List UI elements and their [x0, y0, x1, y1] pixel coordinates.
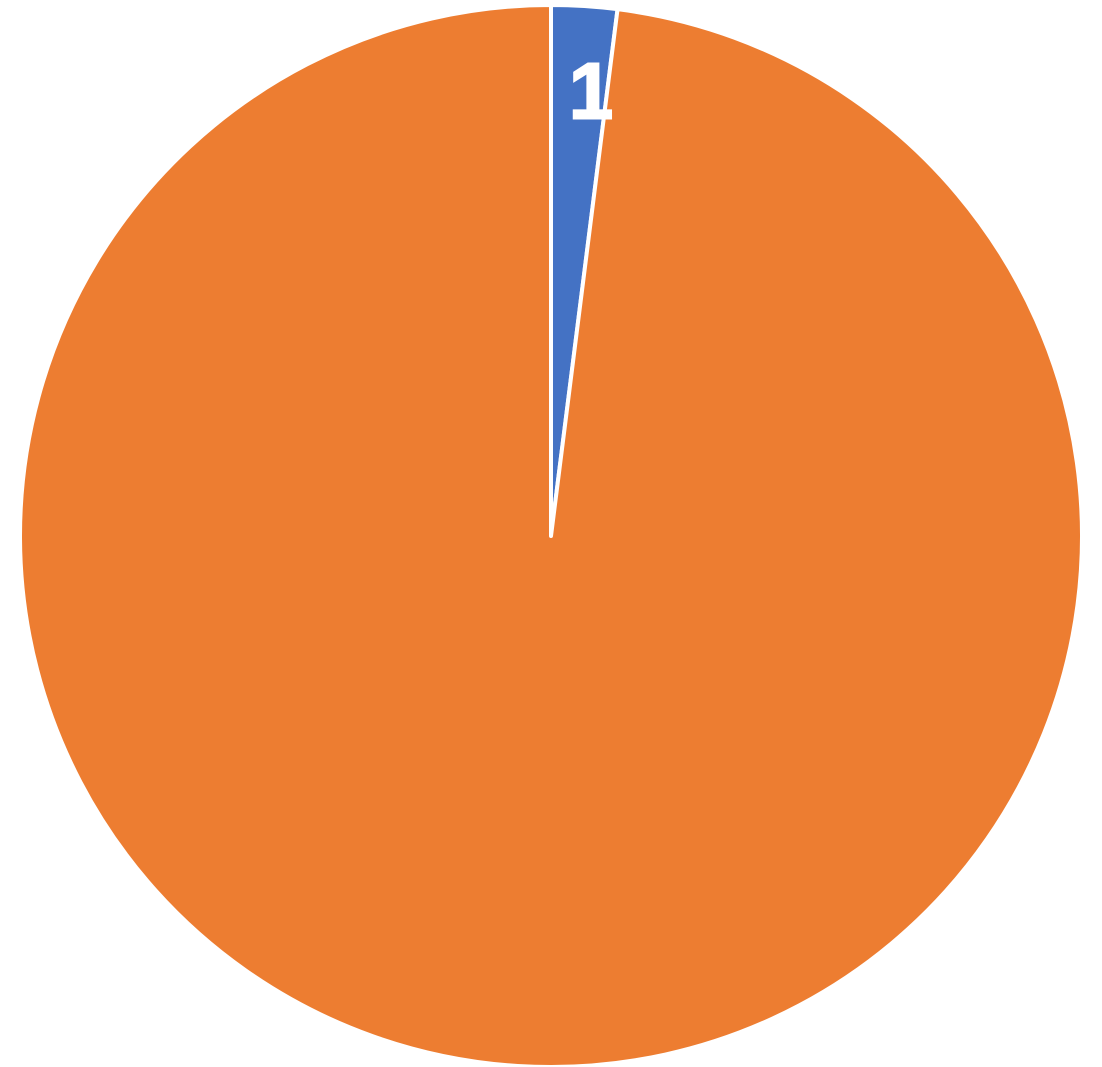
pie-data-labels: 1	[568, 45, 615, 136]
pie-slices	[18, 3, 1084, 1067]
pie-data-label-1: 1	[569, 46, 614, 135]
pie-slice-2	[18, 3, 1084, 1067]
